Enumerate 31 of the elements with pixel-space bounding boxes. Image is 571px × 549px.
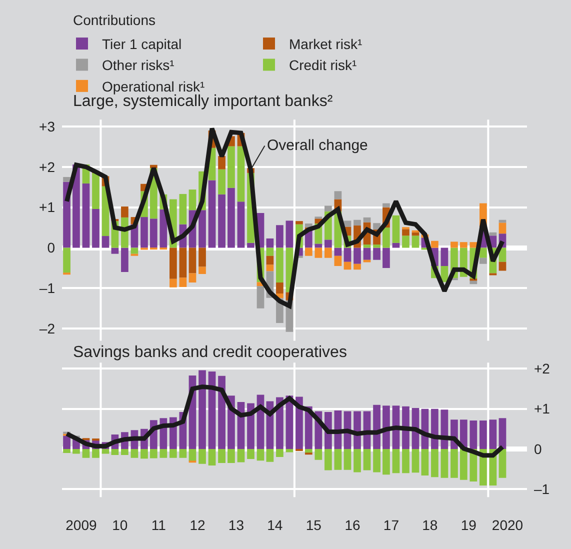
y-tick-label: +2 — [39, 158, 56, 175]
x-tick-label: 17 — [383, 517, 400, 534]
y-tick-label: +1 — [534, 400, 550, 417]
x-tick-label: 19 — [460, 517, 477, 534]
x-tick-label: 18 — [422, 517, 438, 534]
y-tick-label: 0 — [47, 240, 56, 256]
chart-title: Large, systemically important banks² — [73, 93, 334, 110]
y-tick-label: –1 — [39, 280, 56, 296]
y-tick-label: +2 — [534, 360, 550, 377]
y-tick-label: +1 — [39, 199, 56, 216]
x-tick-label: 16 — [344, 517, 360, 534]
y-tick-label: –1 — [534, 481, 550, 498]
x-tick-label: 11 — [151, 517, 166, 534]
x-tick-label: 2009 — [66, 517, 97, 534]
y-tick-label: –2 — [39, 320, 56, 337]
legend-label: Operational risk¹ — [102, 78, 206, 94]
x-tick-label: 15 — [306, 517, 322, 534]
series-label: Overall change — [267, 137, 368, 154]
legend-label: Other risks¹ — [102, 57, 175, 74]
legend-label: Credit risk¹ — [289, 57, 358, 74]
legend-title: Contributions — [73, 12, 156, 28]
y-tick-label: 0 — [534, 440, 542, 457]
y-tick-label: +3 — [39, 118, 56, 134]
x-tick-label: 2020 — [492, 517, 524, 534]
legend-label: Market risk¹ — [289, 36, 362, 52]
x-tick-label: 13 — [228, 517, 244, 534]
x-tick-label: 14 — [267, 517, 283, 534]
x-tick-label: 10 — [112, 517, 128, 534]
chart-title: Savings banks and credit cooperatives — [73, 344, 347, 361]
x-tick-label: 12 — [190, 517, 206, 534]
legend-label: Tier 1 capital — [102, 36, 182, 52]
